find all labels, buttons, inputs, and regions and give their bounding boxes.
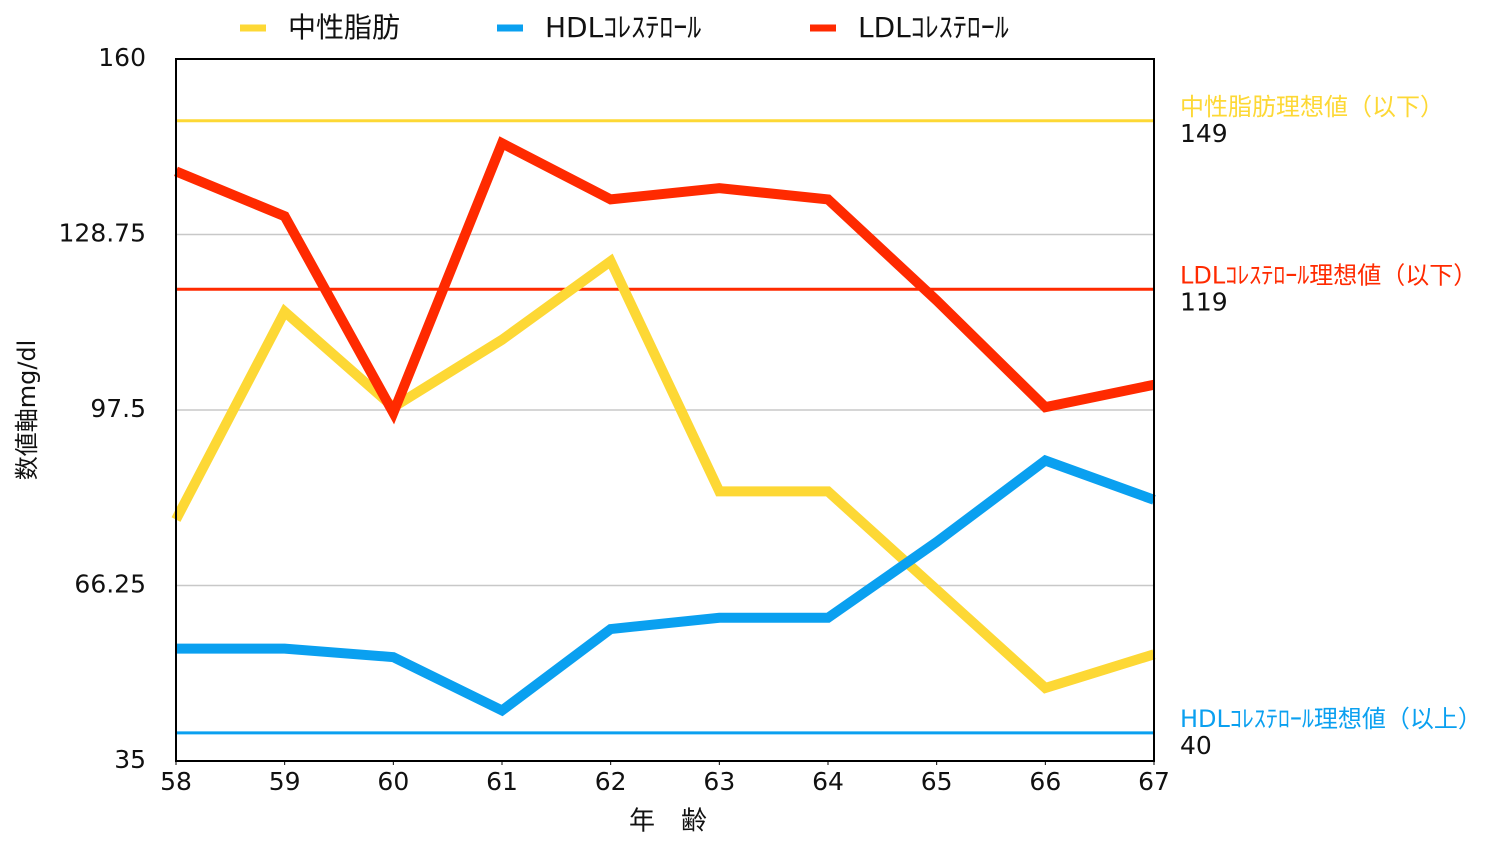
- series-line: [171, 253, 1156, 694]
- x-tick-label: 60: [377, 767, 409, 796]
- reference-value: 40: [1180, 731, 1212, 760]
- y-axis-label: 数値軸mg/dl: [13, 340, 41, 481]
- reference-value: 119: [1180, 287, 1228, 316]
- y-tick-label: 66.25: [74, 570, 146, 599]
- legend-label: HDLｺﾚｽﾃﾛｰﾙ: [545, 11, 701, 44]
- x-tick-label: 64: [812, 767, 844, 796]
- reference-label: LDLｺﾚｽﾃﾛｰﾙ理想値（以下）: [1180, 261, 1477, 289]
- x-tick-label: 62: [595, 767, 627, 796]
- series-line: [176, 454, 1156, 717]
- x-tick-label: 59: [269, 767, 301, 796]
- x-tick-label: 66: [1029, 767, 1061, 796]
- y-tick-label: 35: [114, 745, 146, 774]
- reference-label: 中性脂肪理想値（以下）: [1180, 93, 1444, 121]
- y-tick-label: 160: [98, 43, 146, 72]
- x-tick-label: 65: [921, 767, 953, 796]
- x-tick-label: 63: [703, 767, 735, 796]
- series-line: [174, 136, 1156, 425]
- legend-label: 中性脂肪: [288, 11, 400, 44]
- x-tick-label: 61: [486, 767, 518, 796]
- plot-frame: [175, 58, 1155, 762]
- legend-label: LDLｺﾚｽﾃﾛｰﾙ: [858, 11, 1009, 44]
- x-axis-label: 年 齢: [629, 807, 707, 837]
- x-tick-label: 67: [1138, 767, 1170, 796]
- x-tick-label: 58: [160, 767, 192, 796]
- y-tick-label: 97.5: [90, 394, 146, 423]
- reference-value: 149: [1180, 119, 1228, 148]
- reference-label: HDLｺﾚｽﾃﾛｰﾙ理想値（以上）: [1180, 705, 1482, 733]
- y-tick-label: 128.75: [59, 219, 146, 248]
